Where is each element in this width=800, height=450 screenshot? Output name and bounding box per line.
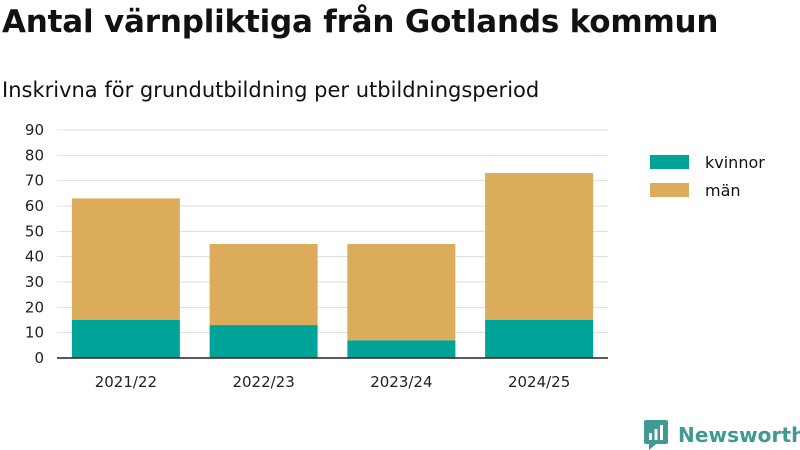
brand-logo: Newsworthy (644, 420, 800, 450)
y-tick-label: 0 (34, 349, 44, 367)
bar-man-2021-22 (71, 198, 180, 320)
bar-kvinnor-2021-22 (71, 320, 180, 358)
y-tick-label: 90 (25, 121, 44, 139)
bar-man-2023-24 (347, 244, 456, 341)
y-tick-label: 20 (25, 298, 44, 316)
bar-kvinnor-2024-25 (485, 320, 594, 358)
legend-label-man: män (705, 180, 741, 200)
legend-swatch-man (650, 183, 689, 197)
legend-item-man: män (650, 176, 765, 204)
brand-name: Newsworthy (678, 423, 800, 447)
y-tick-label: 30 (25, 273, 44, 291)
legend: kvinnor män (650, 148, 765, 204)
chart-title: Antal värnpliktiga från Gotlands kommun (2, 4, 719, 40)
legend-item-kvinnor: kvinnor (650, 148, 765, 176)
y-tick-label: 10 (25, 324, 44, 342)
bar-man-2024-25 (485, 173, 594, 320)
newsworthy-logo-icon (644, 420, 668, 450)
x-tick-label: 2023/24 (370, 373, 432, 391)
y-tick-label: 70 (25, 172, 44, 190)
y-tick-label: 50 (25, 222, 44, 240)
legend-label-kvinnor: kvinnor (705, 152, 765, 172)
bar-man-2022-23 (209, 244, 318, 326)
x-tick-label: 2021/22 (95, 373, 157, 391)
y-tick-label: 40 (25, 248, 44, 266)
x-tick-label: 2024/25 (508, 373, 570, 391)
y-tick-label: 80 (25, 146, 44, 164)
chart-subtitle: Inskrivna för grundutbildning per utbild… (2, 78, 540, 102)
legend-swatch-kvinnor (650, 155, 689, 169)
bar-kvinnor-2023-24 (347, 340, 456, 358)
y-tick-label: 60 (25, 197, 44, 215)
bar-kvinnor-2022-23 (209, 325, 318, 358)
x-tick-label: 2022/23 (232, 373, 294, 391)
